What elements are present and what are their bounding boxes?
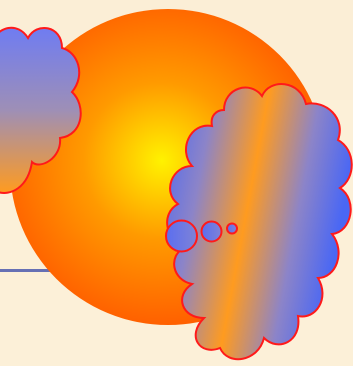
thought-bubble-large — [165, 219, 198, 253]
left-cloud-shape — [0, 26, 82, 194]
right-cloud-shape — [166, 83, 353, 361]
thought-bubble-medium — [200, 220, 223, 243]
thought-bubble-small — [226, 222, 238, 235]
